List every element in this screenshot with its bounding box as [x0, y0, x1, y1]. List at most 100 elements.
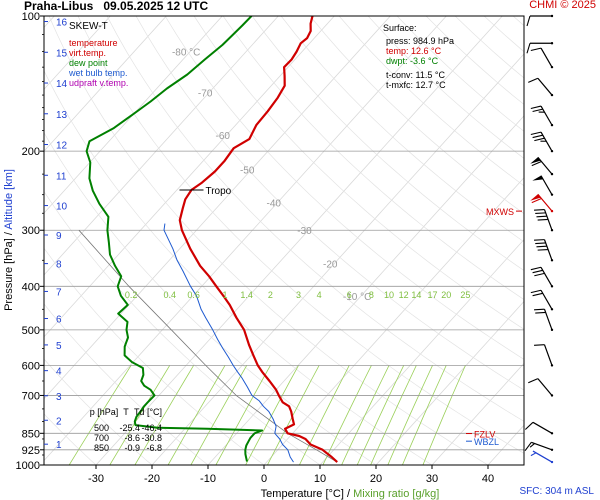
isotherm-line — [44, 16, 335, 338]
wind-barb-feather — [530, 105, 542, 110]
isotherm-line — [44, 16, 279, 276]
wind-barb-feather — [534, 239, 545, 241]
wind-barb-origin — [550, 328, 554, 332]
wind-barb-staff — [532, 421, 553, 434]
wind-barb-feather — [524, 441, 532, 451]
legend-entry: virt.temp. — [69, 48, 106, 58]
pressure-tick-label: 500 — [22, 325, 40, 337]
wind-barb-pennant — [530, 194, 541, 201]
station-name: Praha-Libus — [24, 0, 94, 13]
surface-row-value: -3.6 °C — [408, 56, 439, 66]
tmxfc-value: 12.7 °C — [413, 80, 446, 90]
wind-barb-feather — [524, 421, 534, 430]
wind-barb-feather — [531, 197, 542, 204]
surface-row-label: press: — [386, 36, 411, 46]
parcel-curve — [78, 229, 338, 463]
wind-barb-feather — [535, 311, 546, 314]
tropopause-label: Tropo — [205, 186, 231, 197]
temperature-tick-label: 30 — [426, 473, 438, 485]
tconv-value: 11.5 °C — [413, 70, 445, 80]
mixing-ratio-label: 2 — [268, 290, 273, 300]
altitude-tick-label: 2 — [56, 416, 62, 427]
mixing-ratio-label: 10 — [384, 290, 394, 300]
dry-adiabat — [454, 16, 524, 79]
isotherm-line — [375, 300, 524, 465]
legend-entry: wet bulb temp. — [68, 68, 128, 78]
sounding-datetime: 09.05.2025 12 UTC — [103, 0, 209, 13]
wind-barb-feather — [528, 378, 539, 384]
tconv-label: t-conv: — [386, 70, 413, 80]
levels-table-header: p [hPa] — [90, 407, 119, 417]
isotherm-line — [151, 53, 524, 465]
temperature-tick-label: 10 — [314, 473, 326, 485]
wind-barb — [530, 105, 554, 127]
wind-barb-feather — [530, 452, 537, 457]
pressure-tick-label: 200 — [22, 146, 40, 158]
surface-row-value: 984.9 hPa — [411, 36, 455, 46]
wind-barb — [534, 308, 554, 332]
wind-barb-staff — [540, 266, 553, 287]
wind-barb-feather — [534, 272, 545, 277]
pressure-tick-label: 600 — [22, 360, 40, 372]
isotherm-line — [44, 16, 447, 462]
wind-barb-staff — [532, 450, 553, 463]
altitude-tick-label: 1 — [56, 440, 62, 451]
dry-adiabat — [193, 16, 524, 330]
wind-barb-origin — [550, 285, 554, 288]
plot-frame — [43, 15, 525, 466]
isotherm-line — [44, 16, 167, 152]
wind-barb-staff — [540, 105, 553, 126]
mixing-ratio-label: 1.4 — [240, 290, 253, 300]
pressure-tick-label: 1000 — [16, 460, 40, 472]
isotherm-line — [487, 424, 524, 465]
altitude-tick-label: 14 — [56, 79, 68, 90]
wind-barb — [524, 421, 554, 435]
wind-barb-feather — [528, 77, 539, 83]
wind-barb — [530, 156, 554, 176]
dry-adiabat — [251, 16, 524, 271]
wind-barb-origin — [550, 394, 554, 397]
altitude-tick-label: 15 — [56, 48, 68, 59]
surface-row: press: 984.9 hPa — [386, 36, 454, 46]
wind-barb-pennant — [532, 175, 544, 181]
wind-barb-staff — [543, 239, 553, 261]
legend-title: SKEW-T — [69, 21, 108, 32]
levels-table-cell: 850 — [94, 443, 109, 453]
credit-text: CHMI © 2025 — [529, 0, 596, 11]
altitude-tick-label: 12 — [56, 141, 68, 152]
wind-barb-feather — [532, 134, 543, 139]
wind-barb-origin — [550, 259, 554, 262]
isotherm-label: -10 °C — [343, 292, 371, 303]
altitude-tick-label: 5 — [56, 341, 62, 352]
dry-adiabat — [338, 16, 524, 187]
altitude-tick-label: 6 — [56, 315, 62, 326]
wind-barb-feather — [530, 289, 542, 294]
surface-elevation-note: SFC: 304 m ASL — [519, 486, 594, 497]
pressure-tick-label: 850 — [22, 428, 40, 440]
wind-barb-feather — [526, 43, 531, 54]
wind-barb-staff — [540, 47, 553, 68]
wind-barb-origin — [550, 93, 554, 97]
isotherm-label: -80 °C — [172, 48, 200, 59]
surface-row-value: 12.6 °C — [409, 46, 442, 56]
mixing-ratio-label: 6 — [347, 290, 352, 300]
wind-barb-feather — [536, 215, 547, 218]
wind-barb-origin — [550, 149, 554, 153]
wind-barb-feather — [530, 47, 542, 52]
marker-label: FZLV — [474, 430, 495, 440]
mixing-ratio-label: 0.2 — [125, 290, 138, 300]
isotherm-line — [95, 16, 503, 465]
mixing-ratio-label: 25 — [460, 290, 470, 300]
isotherm-line — [544, 16, 600, 465]
surface-row: temp: 12.6 °C — [386, 46, 442, 56]
mixing-ratio-label: 3 — [296, 290, 301, 300]
altitude-tick-label: 4 — [56, 367, 62, 378]
isotherm-label: -50 — [240, 166, 255, 177]
pressure-tick-label: 100 — [22, 11, 40, 23]
wind-barb-origin — [550, 209, 554, 213]
wind-barb-origin — [550, 14, 554, 18]
mixing-ratio-label: 1 — [223, 290, 228, 300]
wind-barb-staff — [531, 441, 553, 451]
wind-barb-staff — [540, 175, 553, 195]
